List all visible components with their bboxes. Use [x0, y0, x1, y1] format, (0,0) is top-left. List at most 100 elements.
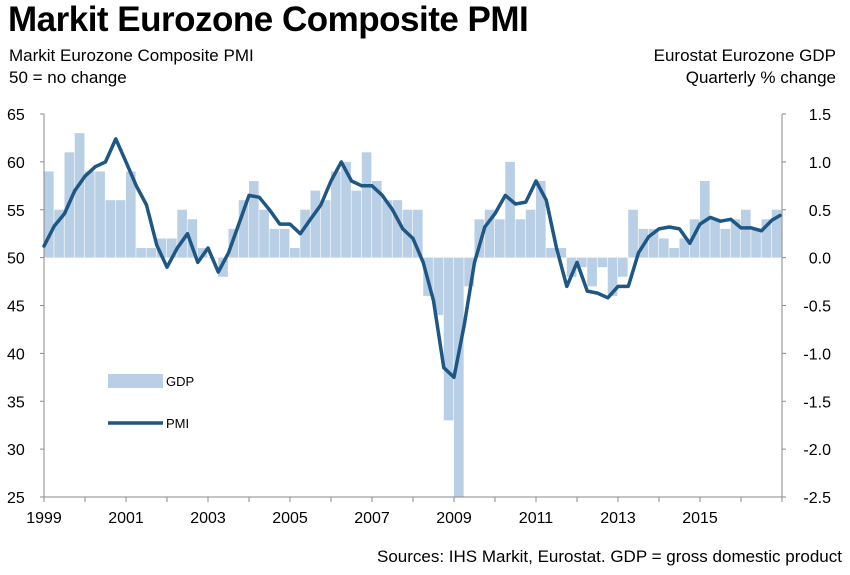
gdp-bar [259, 209, 269, 258]
pmi-line-layer [42, 137, 782, 380]
gdp-bar [474, 219, 485, 258]
gdp-bar [761, 219, 772, 258]
gdp-bar [187, 219, 198, 258]
gdp-bar [351, 190, 362, 258]
gdp-bar [618, 257, 628, 277]
gdp-bar [331, 171, 341, 258]
left-tick-label: 40 [7, 346, 25, 363]
x-tick-label: 1999 [26, 510, 62, 527]
gdp-bar [454, 257, 464, 497]
right-tick-label: -2.0 [803, 442, 831, 459]
gdp-bar [771, 209, 782, 258]
gdp-bar [300, 209, 310, 258]
gdp-bar [751, 228, 761, 258]
x-tick-label: 2001 [108, 510, 144, 527]
gdp-bar [146, 248, 157, 258]
right-tick-label: -0.5 [803, 299, 831, 316]
gdp-bar [577, 257, 587, 268]
gdp-bar [361, 152, 372, 258]
gdp-bar [730, 219, 741, 258]
gdp-bar [413, 209, 423, 258]
gdp-bar [536, 181, 546, 258]
right-axis-header: Eurostat Eurozone GDP Quarterly % change [654, 45, 836, 89]
gdp-bar [679, 238, 690, 258]
x-tick-label: 2015 [682, 510, 718, 527]
x-tick-label: 2009 [436, 510, 472, 527]
x-tick-label: 2013 [600, 510, 636, 527]
x-tick-label: 2007 [354, 510, 390, 527]
gdp-bar [597, 257, 608, 268]
left-tick-label: 30 [7, 442, 25, 459]
right-tick-label: 0.5 [809, 203, 831, 220]
gdp-bar [382, 200, 392, 258]
gdp-bar [156, 238, 167, 258]
gdp-bar [505, 161, 515, 258]
gdp-bar [126, 171, 136, 258]
gdp-bar [628, 209, 638, 258]
left-axis-header-line2: 50 = no change [9, 68, 127, 87]
gdp-bar [249, 181, 259, 258]
right-tick-label: -1.5 [803, 394, 831, 411]
gdp-bar [310, 190, 321, 258]
left-tick-label: 65 [7, 107, 25, 124]
gdp-bar [105, 200, 116, 258]
right-tick-label: 1.0 [809, 155, 831, 172]
gdp-bar [556, 248, 567, 258]
gdp-bar [443, 257, 454, 421]
gdp-bar [218, 257, 228, 277]
right-tick-label: 1.5 [809, 107, 831, 124]
gdp-bar [566, 257, 577, 277]
left-tick-label: 25 [7, 490, 25, 507]
gdp-bar [659, 238, 669, 258]
x-tick-label: 2011 [519, 510, 554, 527]
gdp-bar [290, 248, 300, 258]
left-axis-header: Markit Eurozone Composite PMI 50 = no ch… [9, 45, 254, 89]
left-axis-header-line1: Markit Eurozone Composite PMI [9, 46, 254, 65]
gdp-bar [136, 248, 146, 258]
right-axis-header-line1: Eurostat Eurozone GDP [653, 46, 836, 65]
gdp-bar [720, 228, 731, 258]
gdp-bar [44, 171, 54, 258]
legend-gdp-label: GDP [166, 374, 194, 389]
gdp-bar [515, 219, 526, 258]
gdp-bar [607, 257, 618, 296]
gdp-bar [279, 228, 290, 258]
gdp-bar [95, 171, 105, 258]
gdp-bars [44, 133, 782, 497]
right-tick-label: -1.0 [803, 346, 831, 363]
gdp-bar [392, 200, 403, 258]
axes: 65 60 55 50 45 40 35 30 25 1.5 1.0 0.5 0.0 -0.5 -1.0 -1… [7, 107, 831, 527]
gdp-bar [115, 200, 126, 258]
gdp-bar [177, 209, 187, 258]
right-tick-label: 0.0 [809, 251, 831, 268]
gdp-bar [648, 228, 659, 258]
legend: GDP PMI [108, 374, 194, 431]
gdp-bar [341, 161, 351, 258]
gdp-bar [484, 209, 495, 258]
left-tick-label: 60 [7, 155, 25, 172]
gdp-bar [238, 200, 249, 258]
gdp-bar [546, 248, 556, 258]
right-tick-label: -2.5 [803, 490, 831, 507]
legend-gdp-swatch [108, 374, 163, 388]
gdp-bar [689, 219, 700, 258]
gdp-bar [525, 209, 536, 258]
gdp-bar [587, 257, 597, 287]
gdp-bar [74, 133, 85, 258]
left-tick-label: 55 [7, 203, 25, 220]
gdp-bar [167, 238, 177, 258]
gdp-bar [320, 200, 331, 258]
gdp-bar [741, 209, 751, 258]
gdp-bar [269, 228, 280, 258]
x-tick-label: 2003 [190, 510, 226, 527]
gdp-bar [433, 257, 444, 316]
left-tick-label: 35 [7, 394, 25, 411]
left-tick-label: 45 [7, 299, 25, 316]
x-tick-label: 2005 [272, 510, 308, 527]
gdp-bar [54, 209, 64, 258]
gdp-bar [464, 257, 474, 287]
source-note: Sources: IHS Markit, Eurostat. GDP = gro… [376, 547, 842, 566]
gdp-bar [710, 219, 720, 258]
gdp-bar [669, 248, 679, 258]
